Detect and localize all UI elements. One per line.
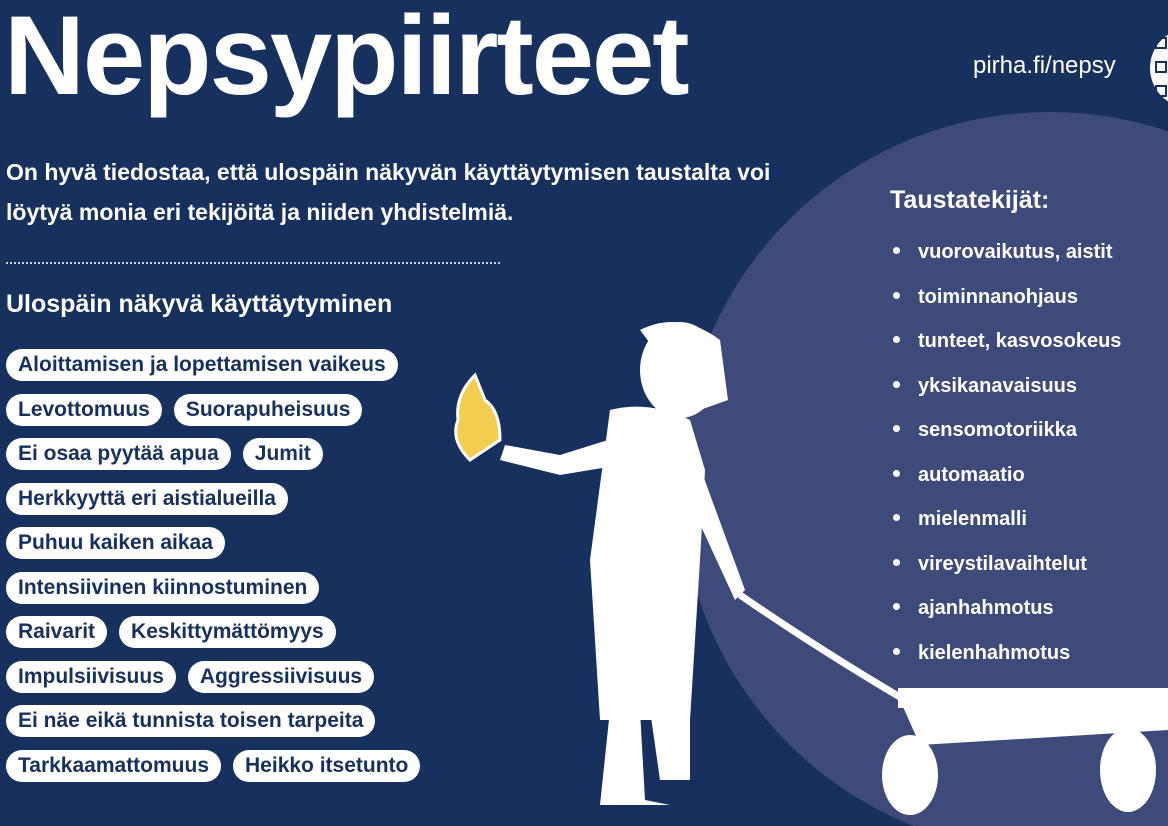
- pill-row: Aloittamisen ja lopettamisen vaikeus: [6, 349, 566, 381]
- factors-list: vuorovaikutus, aistit toiminnanohjaus tunt…: [890, 236, 1165, 681]
- pill-row: Puhuu kaiken aikaa: [6, 527, 566, 559]
- factor-item: vireystilavaihtelut: [890, 548, 1165, 593]
- intro-text: On hyvä tiedostaa, että ulospäin näkyvän…: [6, 159, 771, 225]
- behaviour-pill: Ei osaa pyytää apua: [6, 438, 231, 470]
- pill-row: Intensiivinen kiinnostuminen: [6, 571, 566, 604]
- qr-code-icon: [1150, 34, 1168, 102]
- factor-item: vuorovaikutus, aistit: [890, 236, 1165, 281]
- wagon: [882, 688, 1168, 815]
- factor-item: tunteet, kasvosokeus: [890, 325, 1165, 370]
- behaviour-pill: Heikko itsetunto: [233, 749, 421, 782]
- behaviour-pill: Raivarit: [6, 616, 108, 648]
- child-silhouette: [500, 322, 745, 805]
- behaviour-pill: Keskittymättömyys: [119, 616, 336, 648]
- behaviour-pill: Jumit: [242, 438, 323, 470]
- factors-heading: Taustatekijät:: [890, 186, 1050, 214]
- page-title: Nepsypiirteet: [4, 0, 690, 118]
- behaviour-pill: Suorapuheisuus: [173, 393, 363, 426]
- pill-row: Raivarit Keskittymättömyys: [6, 616, 566, 648]
- behaviour-heading: Ulospäin näkyvä käyttäytyminen: [6, 290, 393, 318]
- butterfly-icon: [454, 372, 502, 462]
- pill-row: Ei näe eikä tunnista toisen tarpeita: [6, 705, 566, 737]
- factor-item: mielenmalli: [890, 503, 1165, 548]
- factor-item: toiminnanohjaus: [890, 281, 1165, 326]
- dotted-divider: [6, 262, 500, 264]
- pill-row: Ei osaa pyytää apua Jumit: [6, 438, 566, 470]
- wagon-handle: [738, 592, 907, 704]
- behaviour-pill: Tarkkaamattomuus: [6, 749, 222, 782]
- pill-row: Levottomuus Suorapuheisuus: [6, 393, 566, 426]
- behaviour-pill: Intensiivinen kiinnostuminen: [6, 571, 320, 604]
- factor-item: sensomotoriikka: [890, 414, 1165, 459]
- behaviour-pill: Puhuu kaiken aikaa: [6, 527, 225, 559]
- pill-row: Herkkyyttä eri aistialueilla: [6, 482, 566, 515]
- factor-item: automaatio: [890, 459, 1165, 504]
- pill-row: Impulsiivisuus Aggressiivisuus: [6, 660, 566, 693]
- pill-row: Tarkkaamattomuus Heikko itsetunto: [6, 749, 566, 782]
- behaviour-list: Aloittamisen ja lopettamisen vaikeus Levo…: [6, 349, 566, 794]
- behaviour-pill: Levottomuus: [6, 393, 162, 426]
- behaviour-pill: Impulsiivisuus: [6, 660, 176, 693]
- factor-item: yksikanavaisuus: [890, 370, 1165, 415]
- behaviour-pill: Aggressiivisuus: [187, 660, 375, 693]
- factor-item: kielenhahmotus: [890, 637, 1165, 682]
- behaviour-pill: Aloittamisen ja lopettamisen vaikeus: [6, 349, 398, 381]
- factor-item: ajanhahmotus: [890, 592, 1165, 637]
- website-link[interactable]: pirha.fi/nepsy: [973, 52, 1116, 79]
- behaviour-pill: Ei näe eikä tunnista toisen tarpeita: [6, 705, 376, 737]
- behaviour-pill: Herkkyyttä eri aistialueilla: [6, 482, 288, 515]
